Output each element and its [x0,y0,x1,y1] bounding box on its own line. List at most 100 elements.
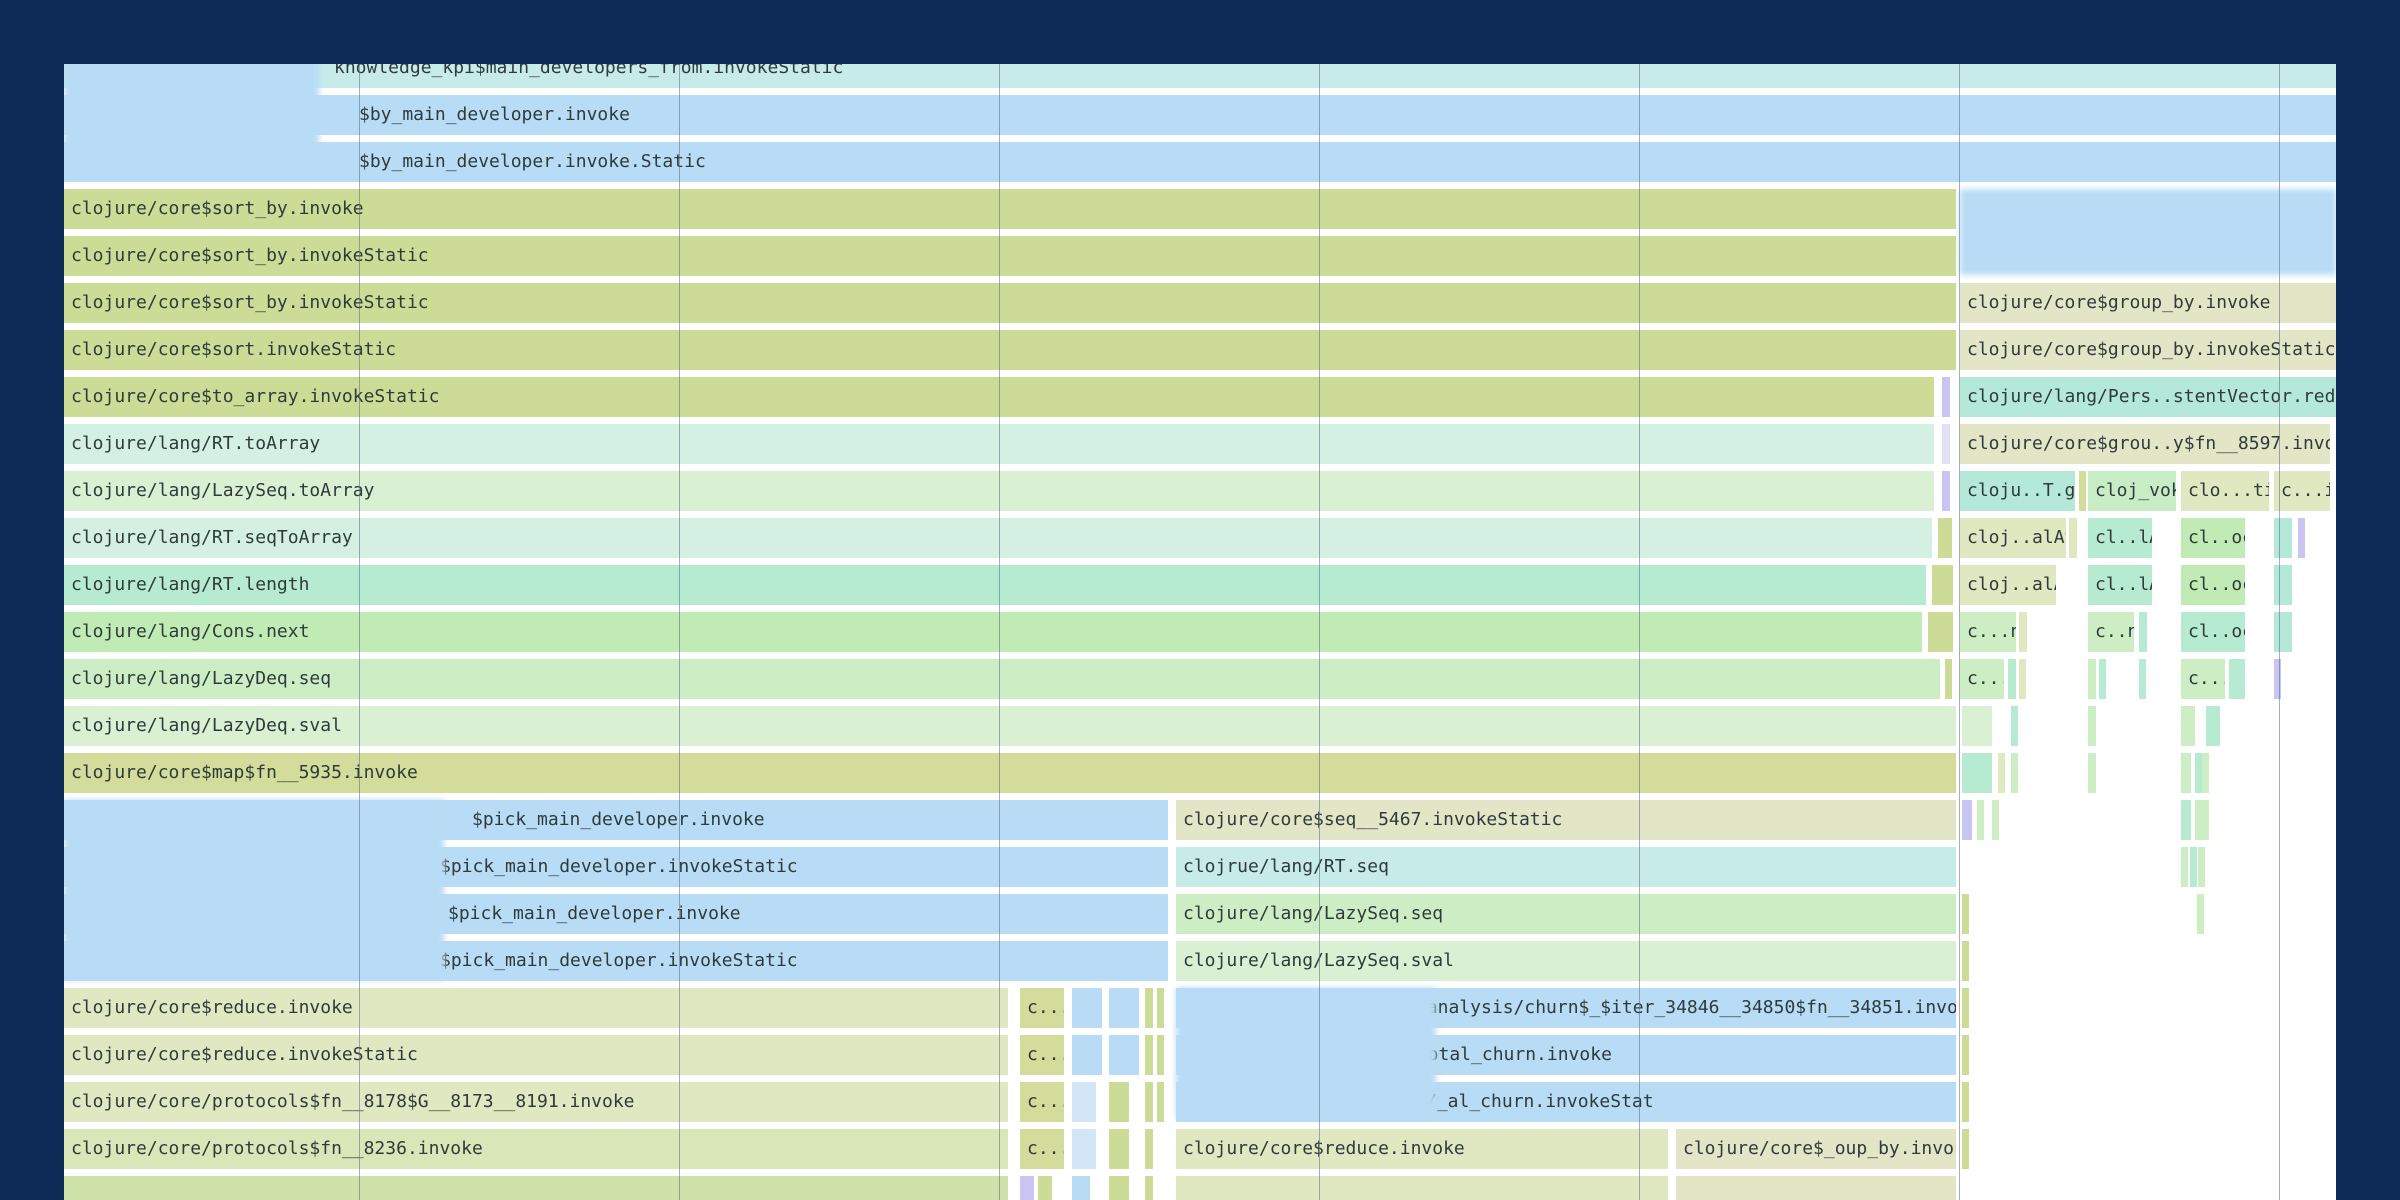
flame-frame[interactable] [1176,1176,1668,1200]
flame-frame[interactable] [2274,659,2281,699]
flame-frame[interactable]: clojure/core$map$fn__5935.invoke [64,753,1956,793]
flame-frame[interactable]: c... [1960,659,2004,699]
flame-frame[interactable]: clojure/lang/RT.toArray [64,424,1934,464]
flame-frame[interactable] [1942,377,1950,417]
flame-frame[interactable] [1145,1082,1153,1122]
flame-frame[interactable]: clojure/core$sort.invokeStatic [64,330,1956,370]
flame-frame[interactable]: clojure/lang/Pers..stentVector.reduce [1960,377,2336,417]
flame-frame[interactable]: cl..lA [2088,518,2152,558]
flame-frame[interactable] [1109,1082,1129,1122]
flame-frame[interactable] [1962,1082,1969,1122]
flame-frame[interactable]: clojure/core$sort_by.invokeStatic [64,283,1956,323]
flame-frame[interactable]: clojure/core$reduce.invokeStatic [64,1035,1008,1075]
flame-frame[interactable] [1038,1176,1052,1200]
flame-frame-blurred[interactable] [1960,189,2336,275]
flame-frame[interactable] [1977,800,1984,840]
flame-frame[interactable] [2088,706,2096,746]
flame-frame[interactable]: cl..oc [2181,612,2245,652]
flame-frame[interactable] [1962,1035,1969,1075]
flame-frame[interactable] [1962,800,1972,840]
flame-frame[interactable] [1962,1129,1969,1169]
flame-frame[interactable] [2079,471,2086,511]
flame-frame[interactable]: clojure/core$reduce.invoke [1176,1129,1668,1169]
flame-frame[interactable] [2139,612,2147,652]
flame-frame[interactable] [2019,659,2026,699]
flame-frame[interactable]: clojure/lang/Cons.next [64,612,1922,652]
flame-frame[interactable] [1939,565,1946,605]
flame-frame[interactable] [2181,847,2188,887]
flame-frame[interactable]: c... [1020,1035,1064,1075]
flame-frame[interactable]: cl..oc [2181,565,2245,605]
flame-frame[interactable] [1938,518,1945,558]
flame-frame[interactable]: clojure/core$reduce.invoke [64,988,1008,1028]
flame-frame[interactable]: clojure/core$sort_by.invoke [64,189,1956,229]
flame-frame[interactable]: cloj..alA [1960,565,2056,605]
flame-frame[interactable] [1962,941,1969,981]
flame-frame[interactable]: clo...ti [2181,471,2269,511]
flame-frame[interactable] [2139,659,2146,699]
flame-frame[interactable] [1109,1129,1129,1169]
flame-frame[interactable]: clojure/core$grou..y$fn__8597.invoke [1960,424,2330,464]
flame-frame[interactable] [2195,753,2202,793]
flame-frame[interactable]: clojure/lang/LazySeq.seq [1176,894,1956,934]
flame-frame[interactable] [1072,1176,1090,1200]
flame-frame[interactable]: clojure/core$_oup_by.invok [1676,1129,1956,1169]
flame-frame[interactable] [1145,1176,1153,1200]
flame-frame[interactable]: clojure/core/protocols$fn__8178$G__8173_… [64,1082,1008,1122]
flame-frame[interactable]: clojure/lang/LazyDeq.sval [64,706,1956,746]
flame-frame[interactable] [1934,612,1941,652]
flame-frame[interactable] [2198,847,2205,887]
flame-frame[interactable] [1962,894,1969,934]
flame-frame[interactable] [1072,1035,1102,1075]
flame-frame[interactable]: c...i [2274,471,2330,511]
flame-frame[interactable]: c... [1020,1082,1064,1122]
flame-frame[interactable] [2019,612,2027,652]
flame-frame[interactable]: clojure/core$group_by.invokeStatic [1960,330,2336,370]
flame-frame[interactable]: cl..lA [2088,565,2152,605]
flame-frame[interactable] [1109,1176,1129,1200]
flame-frame[interactable]: c... [1020,1129,1064,1169]
flame-frame[interactable] [2088,753,2096,793]
flame-frame[interactable] [1942,471,1950,511]
flame-frame[interactable]: clojure/core$to_array.invokeStatic [64,377,1934,417]
flame-frame[interactable] [2229,659,2245,699]
flame-frame[interactable] [1946,612,1953,652]
flame-frame[interactable]: knowledge_kpi$main_developers_from.invok… [64,64,2336,88]
flame-frame[interactable]: $by_main_developer.invoke.Static [64,142,2336,182]
flame-frame[interactable]: clojure/core/protocols$fn__8236.invoke [64,1129,1008,1169]
flame-frame[interactable] [1157,1082,1164,1122]
flame-frame[interactable] [1940,612,1947,652]
flame-frame[interactable] [1998,753,2005,793]
flame-frame[interactable]: clojure/lang/RT.length [64,565,1926,605]
flame-frame[interactable] [64,1176,1008,1200]
flame-frame[interactable]: cloju..T.ge [1960,471,2075,511]
flame-frame[interactable]: cl..oc [2181,518,2245,558]
flame-frame[interactable]: clojrue/lang/RT.seq [1176,847,1956,887]
flame-frame[interactable] [2274,565,2292,605]
flame-frame[interactable] [2206,706,2220,746]
flame-frame[interactable] [1928,612,1935,652]
flame-frame[interactable]: cloj..alAt [1960,518,2066,558]
flame-frame[interactable] [2298,518,2305,558]
flame-frame[interactable] [1145,1129,1153,1169]
flame-frame[interactable] [1946,565,1953,605]
flame-frame[interactable]: clojure/core$seq__5467.invokeStatic [1176,800,1956,840]
flame-frame[interactable] [2011,753,2018,793]
flame-frame[interactable] [2008,659,2016,699]
flame-frame[interactable] [1072,988,1102,1028]
flame-frame[interactable] [1145,988,1153,1028]
flame-frame[interactable] [1962,753,1992,793]
flame-frame[interactable] [2181,706,2195,746]
flame-frame[interactable] [1157,988,1164,1028]
flame-frame[interactable] [2197,894,2204,934]
flame-frame[interactable]: c...n [1960,612,2016,652]
flame-frame[interactable] [2011,706,2018,746]
flame-frame[interactable] [1942,424,1950,464]
flame-frame[interactable]: clojure/core$sort_by.invokeStatic [64,236,1956,276]
flame-frame[interactable] [1945,518,1952,558]
flame-frame[interactable]: cloj_vok [2088,471,2176,511]
flame-frame[interactable] [1676,1176,1956,1200]
flame-frame[interactable] [2274,518,2292,558]
flame-frame[interactable] [2202,800,2209,840]
flame-frame[interactable]: clojure/lang/LazySeq.sval [1176,941,1956,981]
